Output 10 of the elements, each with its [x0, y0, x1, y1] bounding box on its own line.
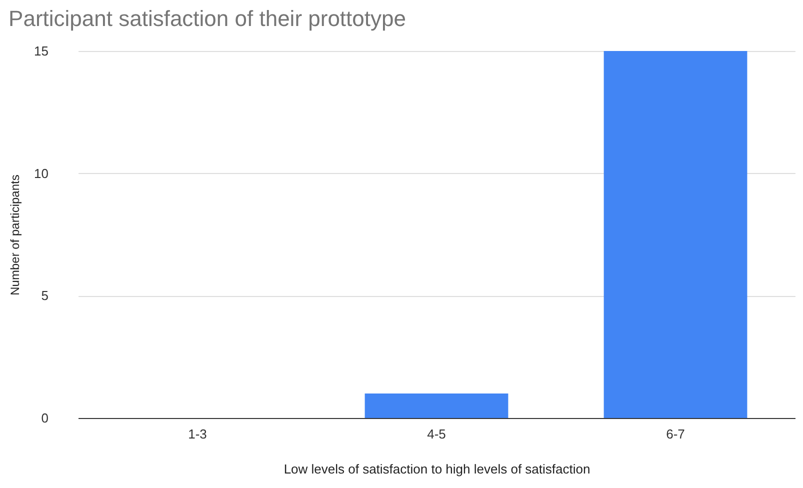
- x-axis-title: Low levels of satisfaction to high levels of satisfaction: [284, 462, 590, 476]
- x-tick-label: 1-3: [188, 426, 207, 442]
- y-tick-label: 15: [34, 44, 48, 58]
- y-tick-label: 5: [41, 288, 48, 304]
- chart-title: Participant satisfaction of their prottotype: [8, 6, 406, 31]
- x-tick-label: 6-7: [666, 426, 685, 442]
- y-axis-title: Number of participants: [8, 174, 22, 296]
- x-tick-label: 4-5: [427, 426, 446, 442]
- y-tick-label: 10: [34, 166, 48, 181]
- y-tick-label: 0: [41, 410, 48, 426]
